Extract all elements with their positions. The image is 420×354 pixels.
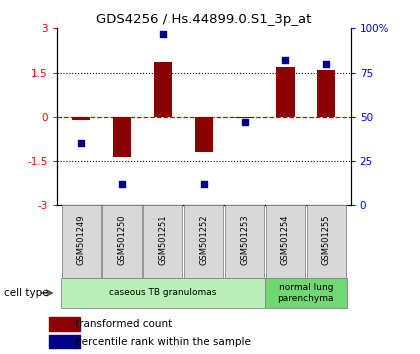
Text: GSM501251: GSM501251 xyxy=(158,214,167,264)
Bar xyxy=(49,317,80,331)
Bar xyxy=(276,67,294,117)
Text: percentile rank within the sample: percentile rank within the sample xyxy=(75,337,251,347)
FancyBboxPatch shape xyxy=(62,205,101,278)
Bar xyxy=(154,62,172,117)
Text: transformed count: transformed count xyxy=(75,319,172,329)
Bar xyxy=(194,117,213,152)
Bar xyxy=(49,335,80,348)
Point xyxy=(200,181,207,187)
Point xyxy=(78,141,84,146)
Point xyxy=(119,181,126,187)
Text: GSM501252: GSM501252 xyxy=(199,214,208,264)
Text: GSM501255: GSM501255 xyxy=(322,214,331,264)
Bar xyxy=(235,117,254,118)
Text: GSM501253: GSM501253 xyxy=(240,214,249,265)
FancyBboxPatch shape xyxy=(61,278,265,308)
Text: GSM501250: GSM501250 xyxy=(118,214,126,264)
Bar xyxy=(317,70,336,117)
FancyBboxPatch shape xyxy=(143,205,182,278)
FancyBboxPatch shape xyxy=(266,205,305,278)
Title: GDS4256 / Hs.44899.0.S1_3p_at: GDS4256 / Hs.44899.0.S1_3p_at xyxy=(96,13,311,26)
FancyBboxPatch shape xyxy=(225,205,264,278)
Point xyxy=(323,61,330,67)
Text: normal lung
parenchyma: normal lung parenchyma xyxy=(278,283,334,303)
Point xyxy=(160,31,166,36)
Text: GSM501254: GSM501254 xyxy=(281,214,290,264)
Text: GSM501249: GSM501249 xyxy=(77,214,86,264)
FancyBboxPatch shape xyxy=(307,205,346,278)
Point xyxy=(282,57,289,63)
Bar xyxy=(72,117,90,120)
Bar xyxy=(113,117,131,156)
Text: cell type: cell type xyxy=(4,288,49,298)
Point xyxy=(241,119,248,125)
FancyBboxPatch shape xyxy=(184,205,223,278)
Text: caseous TB granulomas: caseous TB granulomas xyxy=(109,289,217,297)
FancyBboxPatch shape xyxy=(102,205,142,278)
FancyBboxPatch shape xyxy=(265,278,346,308)
